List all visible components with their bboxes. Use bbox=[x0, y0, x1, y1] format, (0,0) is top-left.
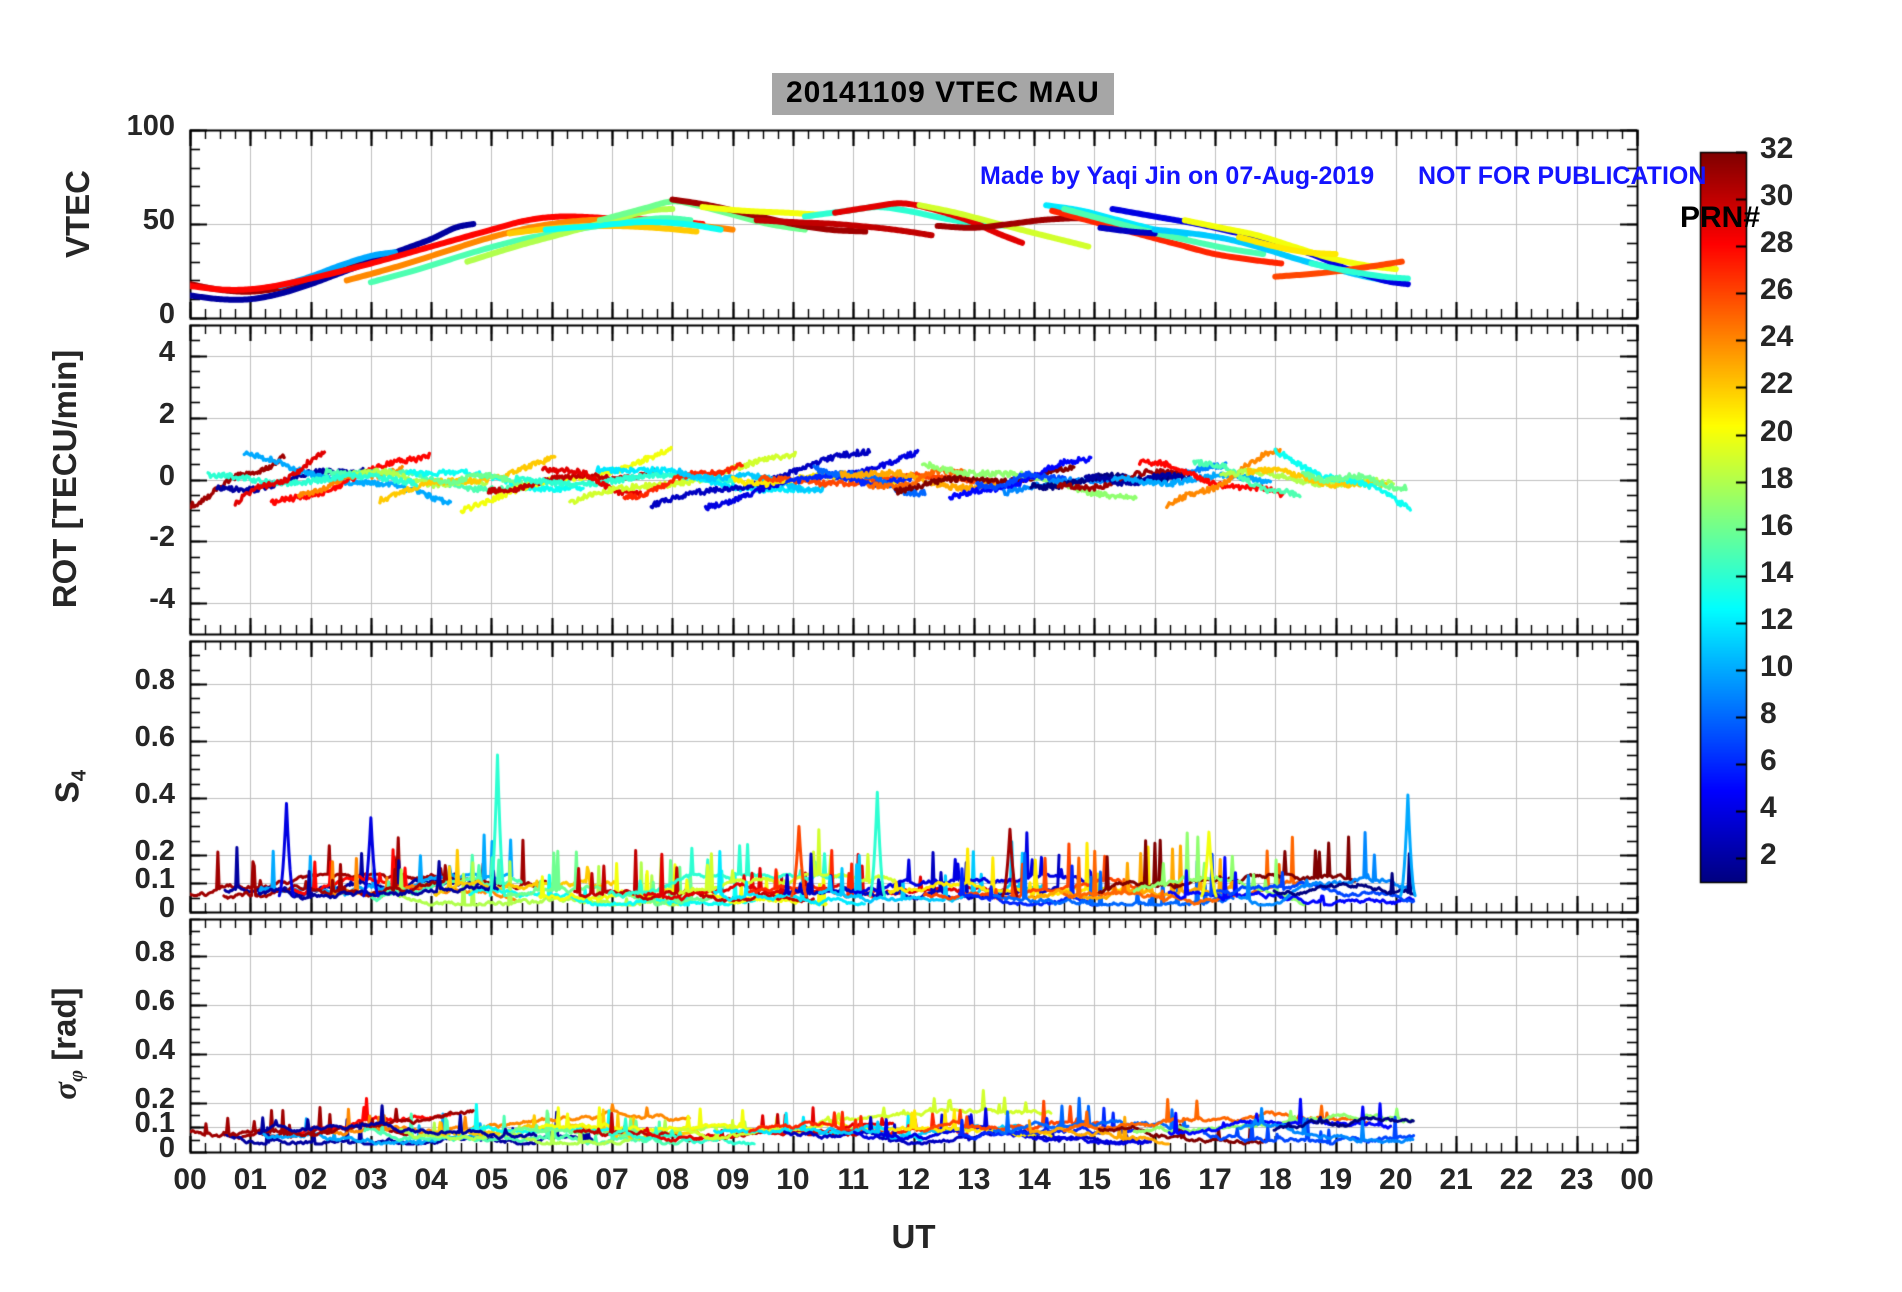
colorbar-title: PRN# bbox=[1680, 201, 1761, 234]
xtick-label: 23 bbox=[1560, 1163, 1594, 1196]
xtick-label: 05 bbox=[474, 1163, 509, 1196]
ytick-label-panel3: 0.8 bbox=[134, 663, 175, 696]
colorbar-tick-label: 14 bbox=[1760, 555, 1794, 589]
ytick-label-panel3: 0.1 bbox=[134, 863, 175, 896]
axis-label-s4: S4 bbox=[48, 769, 91, 804]
colorbar-tick-label: 6 bbox=[1760, 744, 1777, 778]
xtick-label: 11 bbox=[837, 1163, 870, 1196]
colorbar-tick-label: 20 bbox=[1760, 414, 1794, 448]
xtick-label: 07 bbox=[595, 1163, 629, 1196]
xtick-label: 20 bbox=[1379, 1163, 1413, 1196]
annotation-author: Made by Yaqi Jin on 07-Aug-2019 bbox=[980, 162, 1375, 190]
ytick-label-panel1: 50 bbox=[142, 204, 175, 236]
ytick-label-panel4: 0.6 bbox=[134, 984, 175, 1017]
colorbar-tick-label: 16 bbox=[1760, 508, 1794, 542]
ytick-label-panel2: -2 bbox=[149, 521, 175, 554]
ytick-label-panel4: 0.2 bbox=[134, 1082, 175, 1115]
colorbar-tick-label: 26 bbox=[1760, 273, 1794, 307]
ytick-label-panel3: 0.6 bbox=[134, 720, 175, 753]
axis-label-ut: UT bbox=[891, 1218, 936, 1255]
xtick-label: 00 bbox=[1620, 1163, 1654, 1196]
colorbar-tick-label: 22 bbox=[1760, 367, 1794, 401]
xtick-label: 02 bbox=[293, 1163, 328, 1196]
axis-label-vtec: VTEC bbox=[59, 170, 96, 259]
plot-title: 20141109 VTEC MAU bbox=[772, 73, 1114, 115]
xtick-label: 22 bbox=[1499, 1163, 1534, 1196]
xtick-label: 19 bbox=[1318, 1163, 1353, 1196]
xtick-label: 08 bbox=[655, 1163, 690, 1196]
xtick-label: 00 bbox=[173, 1163, 207, 1196]
ytick-label-panel3: 0.4 bbox=[134, 777, 175, 810]
ytick-label-panel2: 2 bbox=[158, 397, 175, 430]
ytick-label-panel4: 0 bbox=[158, 1132, 175, 1164]
xtick-label: 06 bbox=[535, 1163, 569, 1196]
xtick-label: 13 bbox=[957, 1163, 991, 1196]
xtick-label: 15 bbox=[1077, 1163, 1112, 1196]
colorbar-tick-label: 24 bbox=[1760, 320, 1794, 354]
colorbar-tick-label: 32 bbox=[1760, 132, 1794, 165]
annotation-not-for-publication: NOT FOR PUBLICATION bbox=[1418, 162, 1707, 190]
ytick-label-panel1: 0 bbox=[158, 298, 175, 330]
xtick-label: 18 bbox=[1258, 1163, 1292, 1196]
ytick-label-panel3: 0 bbox=[158, 892, 175, 924]
ytick-label-panel2: 0 bbox=[158, 459, 175, 492]
xtick-label: 03 bbox=[354, 1163, 388, 1196]
xtick-label: 01 bbox=[233, 1163, 267, 1196]
colorbar-tick-label: 10 bbox=[1760, 650, 1794, 684]
ytick-label-panel2: -4 bbox=[149, 583, 175, 616]
ytick-label-panel4: 0.1 bbox=[134, 1107, 175, 1140]
xtick-label: 17 bbox=[1198, 1163, 1232, 1196]
ytick-label-panel4: 0.4 bbox=[134, 1033, 175, 1066]
xtick-label: 16 bbox=[1137, 1163, 1172, 1196]
axis-label-sigma-phi: σφ [rad] bbox=[45, 987, 88, 1100]
xtick-label: 12 bbox=[896, 1163, 931, 1196]
colorbar-tick-label: 12 bbox=[1760, 602, 1794, 636]
colorbar-tick-label: 18 bbox=[1760, 461, 1794, 495]
ytick-label-panel3: 0.2 bbox=[134, 834, 175, 867]
xtick-label: 21 bbox=[1439, 1163, 1473, 1196]
ytick-label-panel2: 4 bbox=[158, 335, 175, 368]
xtick-label: 09 bbox=[715, 1163, 750, 1196]
ytick-label-panel1: 100 bbox=[126, 110, 175, 142]
colorbar-tick-label: 8 bbox=[1760, 697, 1777, 731]
colorbar-tick-label: 4 bbox=[1760, 791, 1777, 825]
ytick-label-panel4: 0.8 bbox=[134, 935, 175, 968]
xtick-label: 14 bbox=[1017, 1163, 1051, 1196]
xtick-label: 10 bbox=[776, 1163, 810, 1196]
xtick-label: 04 bbox=[414, 1163, 448, 1196]
colorbar-tick-label: 28 bbox=[1760, 226, 1794, 260]
colorbar-tick-label: 2 bbox=[1760, 838, 1777, 872]
axis-label-rot: ROT [TECU/min] bbox=[46, 349, 83, 609]
colorbar-tick-label: 30 bbox=[1760, 179, 1794, 213]
